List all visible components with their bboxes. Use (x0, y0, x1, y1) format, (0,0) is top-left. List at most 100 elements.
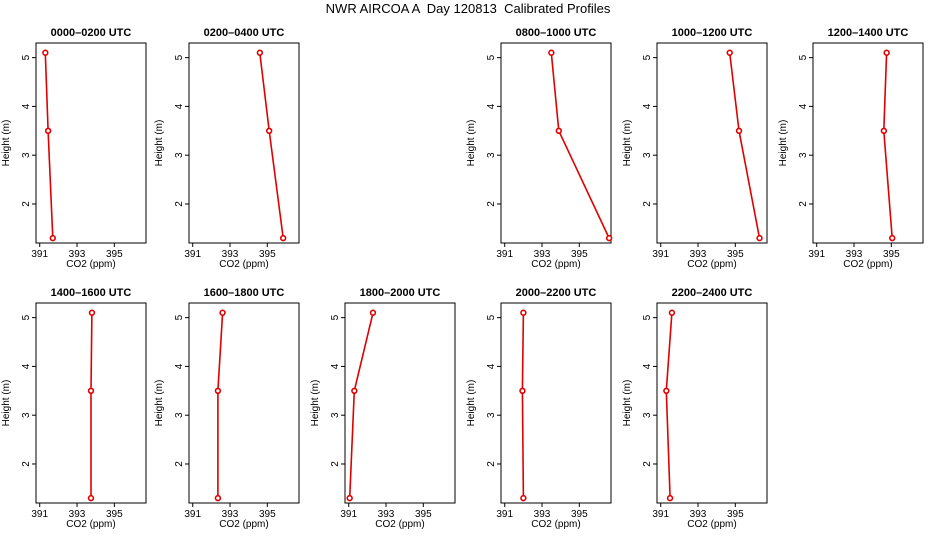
y-axis-label: Height (m) (466, 120, 477, 167)
data-point (519, 387, 526, 395)
data-point (214, 494, 222, 502)
panel-title: 0200–0400 UTC (204, 27, 285, 39)
data-point (889, 234, 896, 242)
y-tick-label: 5 (486, 54, 497, 60)
y-tick-label: 4 (798, 103, 809, 109)
data-point (87, 387, 95, 395)
data-point (548, 49, 555, 56)
data-point (369, 309, 377, 316)
x-axis-label: CO2 (ppm) (219, 519, 268, 530)
y-axis-label: Height (m) (622, 120, 633, 167)
x-tick-label: 391 (652, 509, 669, 520)
series-line (665, 312, 673, 499)
x-axis-label: CO2 (ppm) (66, 259, 115, 270)
y-tick-label: 2 (21, 461, 32, 467)
data-point (214, 387, 222, 395)
series-line (348, 312, 374, 499)
plot-frame (500, 42, 612, 244)
y-tick-label: 3 (21, 412, 32, 418)
x-tick-label: 391 (340, 509, 357, 520)
y-tick-label: 2 (21, 201, 32, 207)
y-tick-label: 5 (642, 54, 653, 60)
x-axis-label: CO2 (ppm) (843, 259, 892, 270)
panel-title: 1000–1200 UTC (672, 27, 753, 39)
series-line (882, 52, 893, 239)
y-tick-label: 5 (174, 54, 185, 60)
panel-title: 1200–1400 UTC (828, 27, 909, 39)
series-line (90, 312, 93, 499)
y-tick-label: 5 (330, 314, 341, 320)
y-axis-label: Height (m) (154, 380, 165, 427)
y-tick-label: 3 (798, 152, 809, 158)
data-point (44, 127, 52, 135)
y-tick-label: 4 (174, 363, 185, 369)
y-tick-label: 3 (174, 152, 185, 158)
plot-frame (656, 42, 768, 244)
y-axis-label: Height (m) (310, 380, 321, 427)
y-axis-label: Height (m) (778, 120, 789, 167)
x-tick-label: 393 (534, 509, 551, 520)
x-tick-label: 395 (883, 249, 900, 260)
x-tick-label: 393 (222, 509, 239, 520)
y-tick-label: 2 (174, 461, 185, 467)
x-axis-label: CO2 (ppm) (687, 519, 736, 530)
data-point (663, 387, 670, 395)
x-tick-label: 395 (106, 249, 123, 260)
x-tick-label: 393 (69, 249, 86, 260)
plot-frame (344, 302, 456, 504)
y-tick-label: 5 (798, 54, 809, 60)
y-tick-label: 5 (21, 54, 32, 60)
y-tick-label: 4 (21, 103, 32, 109)
x-tick-label: 393 (69, 509, 86, 520)
y-tick-label: 2 (642, 201, 653, 207)
panel-title: 2200–2400 UTC (672, 287, 753, 299)
x-axis-label: CO2 (ppm) (687, 259, 736, 270)
series-line (728, 52, 761, 239)
data-point (88, 309, 96, 316)
y-tick-label: 2 (642, 461, 653, 467)
x-tick-label: 393 (690, 509, 707, 520)
y-axis-label: Height (m) (466, 380, 477, 427)
panel-title: 2000–2200 UTC (516, 287, 597, 299)
y-tick-label: 3 (486, 152, 497, 158)
x-axis-label: CO2 (ppm) (531, 259, 580, 270)
x-tick-label: 395 (259, 249, 276, 260)
y-tick-label: 2 (174, 201, 185, 207)
plot-frame (500, 302, 612, 504)
y-tick-label: 4 (330, 363, 341, 369)
series-line (550, 52, 610, 239)
x-tick-label: 393 (222, 249, 239, 260)
data-point (256, 49, 264, 56)
plot-frame (188, 42, 300, 244)
data-point (883, 49, 890, 56)
series-line (217, 312, 224, 499)
data-point (726, 49, 733, 56)
x-tick-label: 395 (106, 509, 123, 520)
x-tick-label: 395 (727, 509, 744, 520)
x-tick-label: 395 (259, 509, 276, 520)
data-point (87, 494, 95, 502)
data-point (735, 127, 743, 135)
panel-title: 0800–1000 UTC (516, 27, 597, 39)
y-axis-label: Height (m) (622, 380, 633, 427)
data-point (605, 234, 613, 242)
x-tick-label: 393 (378, 509, 395, 520)
y-tick-label: 5 (642, 314, 653, 320)
plot-frame (812, 42, 924, 244)
data-point (520, 494, 527, 502)
x-axis-label: CO2 (ppm) (375, 519, 424, 530)
x-tick-label: 393 (846, 249, 863, 260)
data-point (279, 234, 287, 242)
x-tick-label: 391 (652, 249, 669, 260)
x-axis-label: CO2 (ppm) (66, 519, 115, 530)
panel-title: 1600–1800 UTC (204, 287, 285, 299)
y-axis-label: Height (m) (1, 380, 12, 427)
y-axis-label: Height (m) (1, 120, 12, 167)
